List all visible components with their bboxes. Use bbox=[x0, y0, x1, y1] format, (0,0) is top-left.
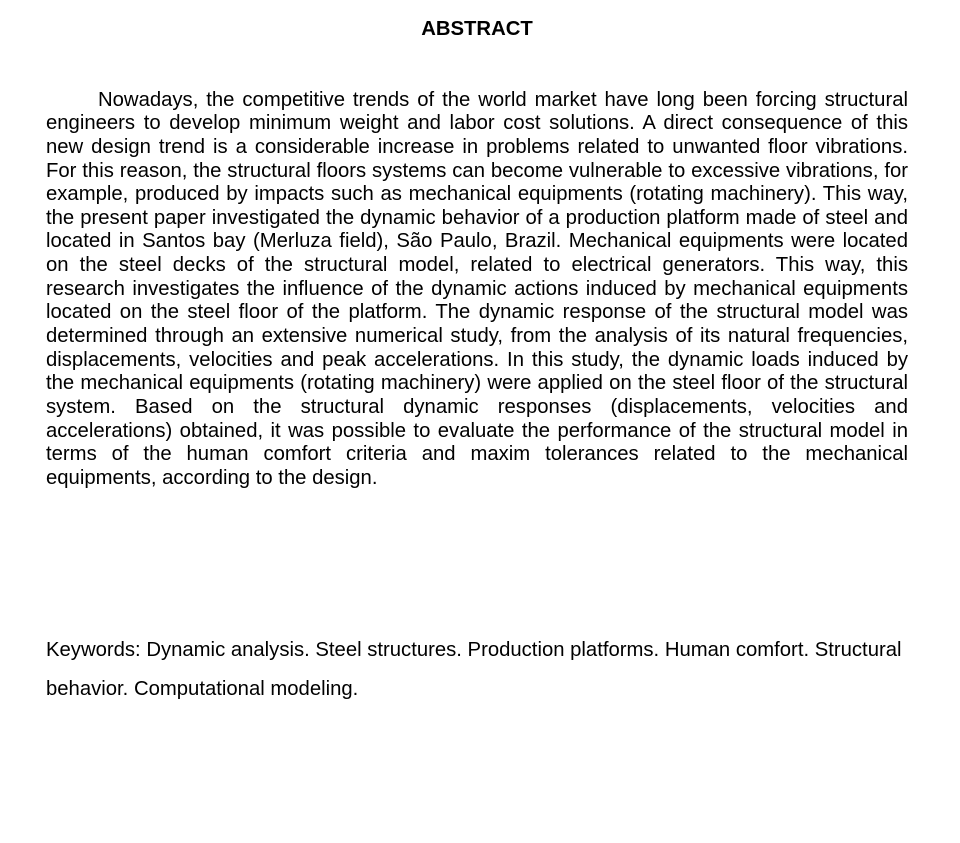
abstract-body: Nowadays, the competitive trends of the … bbox=[46, 89, 908, 491]
abstract-title: ABSTRACT bbox=[46, 18, 908, 42]
document-page: ABSTRACT Nowadays, the competitive trend… bbox=[0, 0, 960, 710]
keywords-line: Keywords: Dynamic analysis. Steel struct… bbox=[46, 631, 908, 710]
